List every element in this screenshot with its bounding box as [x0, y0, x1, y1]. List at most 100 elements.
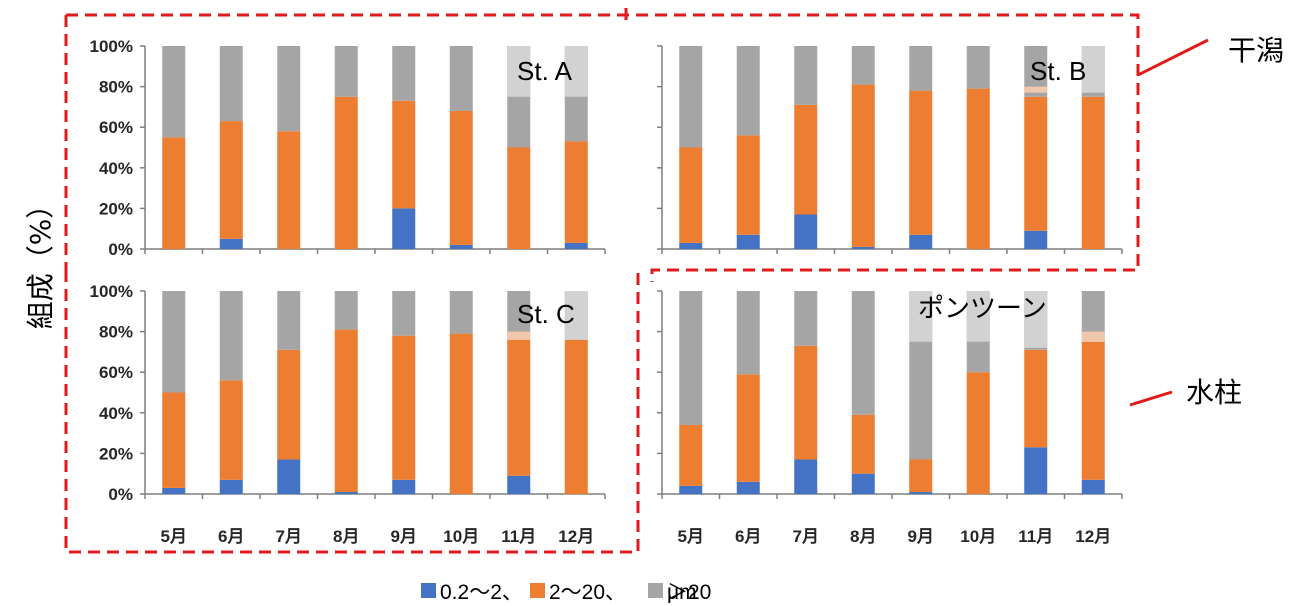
x-tick-label: 7月 [793, 527, 819, 546]
bar-segment-2 [1024, 96, 1048, 231]
legend: 0.2～2、 2～20、 ＞20μm [421, 581, 711, 604]
bar-segment-2 [966, 372, 990, 494]
station-c-dashed-outline [64, 270, 640, 554]
bar-segment-2 [909, 90, 933, 235]
legend-text: 0.2～2、 2～20、 ＞20μm [440, 581, 711, 604]
legend-swatch-medium [530, 583, 545, 598]
panel-title: St. A [517, 56, 573, 86]
bar-segment-2 [851, 414, 875, 474]
bar-segment-3 [449, 46, 473, 111]
bar-segment-2 [507, 147, 531, 249]
x-tick-label: 8月 [333, 527, 359, 546]
bar-segment-2 [277, 131, 301, 249]
bar-segment-3 [851, 46, 875, 85]
x-tick-label: 6月 [735, 527, 761, 546]
legend-swatch-small [421, 583, 436, 598]
panel-title: St. B [1030, 56, 1086, 86]
bar-segment-1 [219, 238, 243, 249]
bar-segment-1 [794, 214, 818, 249]
lower-side-label: 水柱 [1186, 376, 1242, 409]
bar-segment-3 [449, 291, 473, 334]
bar-segment-2 [564, 141, 588, 243]
y-tick-label: 0% [108, 485, 133, 504]
x-tick-label: 9月 [908, 527, 934, 546]
bar-segment-1 [449, 244, 473, 249]
bar-overlay [1024, 86, 1048, 93]
bar-segment-3 [219, 46, 243, 122]
bar-segment-2 [794, 104, 818, 215]
bar-segment-2 [219, 380, 243, 480]
y-tick-label: 20% [99, 199, 133, 218]
panels: 0% 20% 40% 60% 80% 100% St. A St. B 0% 20% 40% 60% 8… [90, 37, 1123, 546]
bar-segment-3 [219, 291, 243, 381]
bar-segment-2 [392, 100, 416, 209]
bar-segment-1 [909, 491, 933, 494]
x-tick-label: 5月 [678, 527, 704, 546]
bar-segment-3 [334, 46, 358, 97]
y-tick-label: 80% [99, 323, 133, 342]
bar-segment-3 [794, 291, 818, 346]
bar-segment-3 [392, 46, 416, 101]
bar-segment-1 [219, 479, 243, 494]
y-tick-label: 100% [90, 282, 133, 301]
bar-segment-1 [564, 242, 588, 249]
bar-segment-2 [1081, 96, 1105, 249]
y-tick-label: 60% [99, 363, 133, 382]
bar-segment-2 [736, 135, 760, 235]
bar-segment-3 [162, 46, 186, 138]
chart-panel-2: St. B [657, 45, 1123, 254]
y-tick-label: 40% [99, 159, 133, 178]
y-tick-label: 60% [99, 118, 133, 137]
y-tick-label: 80% [99, 78, 133, 97]
bar-segment-1 [679, 242, 703, 249]
bar-segment-1 [392, 479, 416, 494]
chart-panel-4: 5月 6月 7月 8月 9月 10月 11月 12月 ポンツーン [657, 290, 1123, 546]
bar-overlay [507, 331, 531, 340]
y-axis-label: 組成（%） [24, 191, 57, 330]
bar-segment-1 [851, 246, 875, 249]
bar-segment-3 [909, 46, 933, 91]
bar-segment-1 [851, 473, 875, 494]
bar-segment-2 [449, 110, 473, 245]
chart-panel-3: 0% 20% 40% 60% 80% 100% 5月 6月 7月 8月 9月 10月 11月 12月 St.… [90, 282, 606, 546]
lower-pointer-line [1129, 390, 1173, 407]
bar-segment-2 [1024, 349, 1048, 448]
bar-segment-2 [966, 88, 990, 249]
bar-segment-2 [1081, 341, 1105, 480]
bar-segment-3 [851, 291, 875, 415]
bar-segment-3 [1081, 291, 1105, 342]
bar-segment-3 [162, 291, 186, 393]
bar-segment-2 [162, 137, 186, 249]
upper-pointer-line [1137, 38, 1209, 77]
bar-segment-2 [507, 339, 531, 476]
bar-segment-2 [162, 392, 186, 488]
bar-segment-3 [736, 46, 760, 136]
bar-segment-2 [679, 147, 703, 243]
bar-segment-1 [794, 459, 818, 494]
y-tick-label: 20% [99, 444, 133, 463]
bar-segment-3 [277, 291, 301, 350]
bar-segment-1 [392, 208, 416, 249]
bar-segment-1 [277, 459, 301, 494]
bar-segment-3 [679, 46, 703, 148]
bar-segment-3 [507, 291, 531, 340]
bar-segment-3 [277, 46, 301, 132]
bar-segment-2 [851, 84, 875, 247]
bar-segment-2 [277, 349, 301, 460]
bar-segment-3 [1024, 46, 1048, 97]
bar-segment-3 [966, 46, 990, 89]
bar-segment-2 [736, 374, 760, 482]
bar-overlay [966, 291, 990, 342]
x-tick-label: 10月 [443, 527, 479, 546]
bar-overlay [909, 291, 933, 342]
bar-overlay [507, 46, 531, 97]
bar-overlay [1081, 46, 1105, 93]
bar-segment-3 [679, 291, 703, 425]
bar-segment-1 [334, 491, 358, 494]
x-tick-label: 6月 [218, 527, 244, 546]
bar-segment-2 [909, 459, 933, 492]
x-tick-label: 7月 [276, 527, 302, 546]
bar-segment-1 [679, 485, 703, 494]
x-tick-label: 10月 [960, 527, 996, 546]
